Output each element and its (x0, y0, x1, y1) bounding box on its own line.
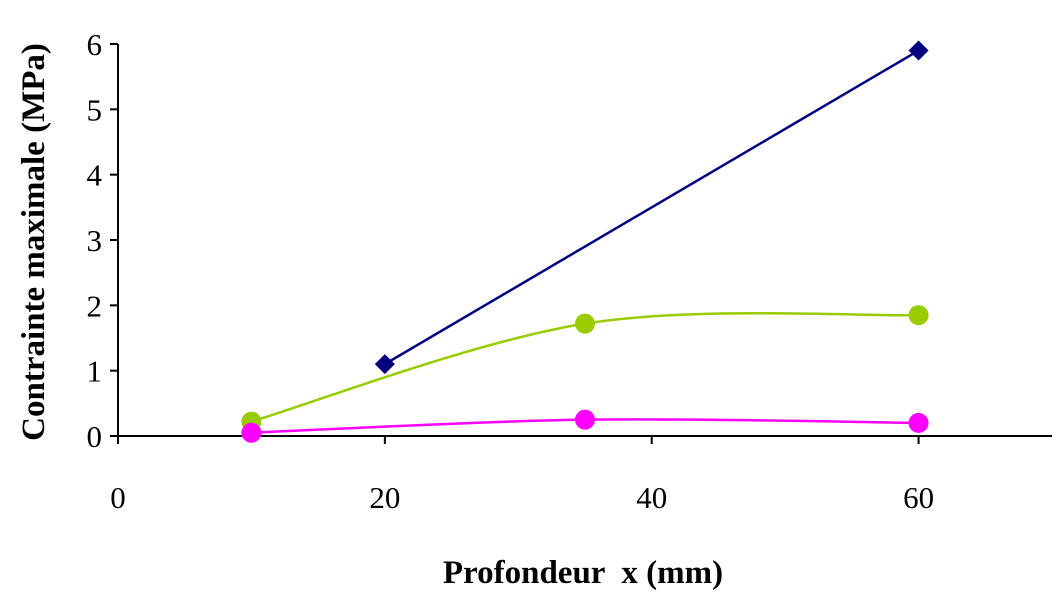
y-tick-label: 1 (87, 354, 103, 389)
x-axis-title: Profondeur x (mm) (443, 555, 723, 591)
series-2-point (908, 305, 929, 326)
x-tick-label: 40 (636, 480, 667, 515)
series-1-point (374, 354, 395, 375)
series-1-line (383, 49, 920, 366)
y-axis-title: Contrainte maximale (MPa) (16, 43, 52, 441)
y-ticks: 0 1 2 3 4 5 6 (87, 27, 118, 454)
x-tick-label: 0 (110, 480, 126, 515)
series-3-point (241, 422, 262, 443)
series-3-point (908, 412, 929, 433)
y-tick-label: 0 (87, 419, 103, 454)
x-tick-label: 60 (903, 480, 934, 515)
series-2-point (575, 313, 595, 334)
series-1-point (908, 40, 929, 61)
y-tick-label: 6 (87, 27, 103, 62)
x-ticks: 0 20 40 60 (110, 436, 934, 515)
axes (117, 44, 1052, 437)
y-tick-label: 3 (87, 223, 103, 258)
y-tick-label: 4 (87, 158, 103, 193)
x-tick-label: 20 (369, 480, 400, 515)
series-3-point (575, 409, 595, 430)
y-tick-label: 2 (87, 288, 103, 323)
series-layer (241, 40, 929, 443)
y-tick-label: 5 (87, 92, 103, 127)
